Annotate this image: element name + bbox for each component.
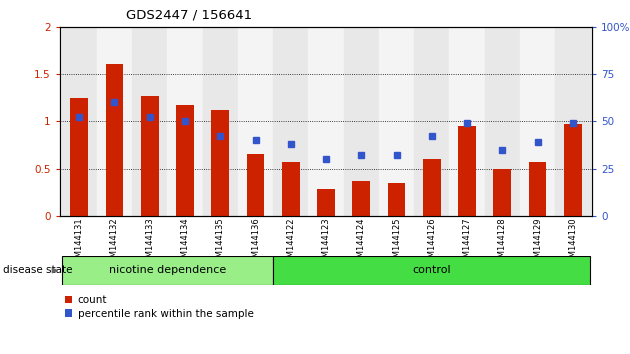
- Bar: [273, 256, 590, 285]
- Bar: [555, 27, 590, 216]
- Bar: [247, 154, 265, 216]
- Bar: [352, 181, 370, 216]
- Bar: [387, 183, 405, 216]
- Bar: [458, 126, 476, 216]
- Bar: [414, 27, 449, 216]
- Bar: [309, 27, 343, 216]
- Text: control: control: [413, 266, 451, 275]
- Bar: [176, 105, 194, 216]
- Bar: [273, 27, 309, 216]
- Bar: [343, 27, 379, 216]
- Bar: [106, 64, 123, 216]
- Bar: [484, 27, 520, 216]
- Bar: [168, 27, 203, 216]
- Bar: [62, 27, 97, 216]
- Bar: [318, 189, 335, 216]
- Bar: [71, 98, 88, 216]
- Bar: [282, 162, 300, 216]
- Bar: [520, 27, 555, 216]
- Text: nicotine dependence: nicotine dependence: [109, 266, 226, 275]
- Bar: [212, 110, 229, 216]
- Bar: [141, 96, 159, 216]
- Bar: [203, 27, 238, 216]
- Bar: [449, 27, 484, 216]
- Text: GDS2447 / 156641: GDS2447 / 156641: [126, 9, 252, 22]
- Bar: [132, 27, 168, 216]
- Bar: [564, 124, 581, 216]
- Bar: [529, 162, 546, 216]
- Bar: [97, 27, 132, 216]
- Bar: [423, 159, 440, 216]
- Bar: [379, 27, 414, 216]
- Bar: [493, 169, 511, 216]
- Legend: count, percentile rank within the sample: count, percentile rank within the sample: [65, 296, 253, 319]
- Text: disease state: disease state: [3, 266, 72, 275]
- Bar: [62, 256, 273, 285]
- Bar: [238, 27, 273, 216]
